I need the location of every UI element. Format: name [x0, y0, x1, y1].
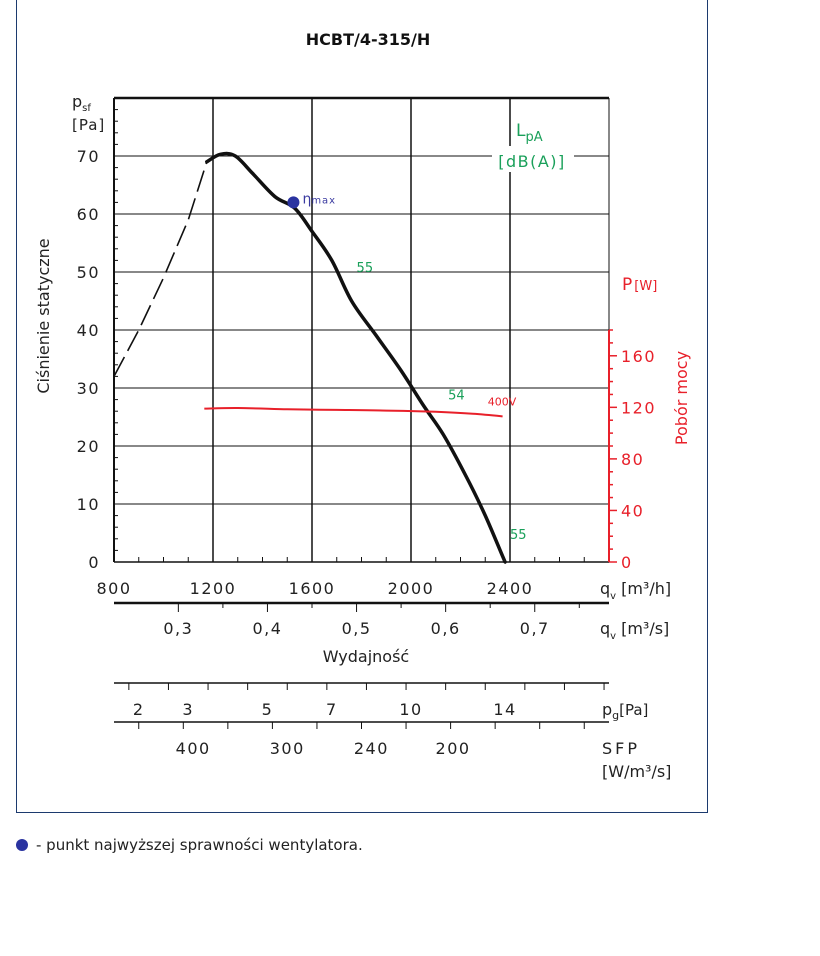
x-tick-label-m3h: 2000 [388, 579, 435, 598]
y-tick-label: 20 [77, 437, 100, 456]
pg-tick-label: 3 [182, 700, 194, 719]
pg-tick-label: 10 [399, 700, 422, 719]
lpa-sub: pA [525, 130, 542, 145]
eta-symbol: η [302, 191, 311, 207]
pg-main: p [602, 700, 612, 719]
eta-max-point [287, 196, 300, 209]
x-tick-label-m3s: 0,4 [252, 619, 282, 638]
y2-axis-ticks: 0 40 80 120 160 [608, 329, 656, 572]
x-sym-main-2: q [600, 619, 610, 638]
x-sym-main-1: q [600, 579, 610, 598]
y2-tick-label: 120 [621, 398, 656, 417]
x-tick-label-m3h: 2400 [487, 579, 534, 598]
lpa-unit-background [492, 146, 574, 172]
x-tick-label-m3h: 1200 [190, 579, 237, 598]
x-unit-m3h: [m³/h] [621, 579, 671, 598]
pg-tick-label: 5 [262, 700, 274, 719]
fan-performance-chart: HCBT/4-315/H 0 10 20 30 40 50 60 70 0 40 80 120 160… [34, 30, 691, 781]
curve-annotation: 55 [357, 261, 374, 276]
footnote-text: - punkt najwyższej sprawności wentylator… [36, 836, 363, 854]
lpa-unit: [dB(A)] [498, 152, 566, 171]
y2-tick-label: 160 [621, 347, 656, 366]
pg-symbol: pg[Pa] [602, 700, 648, 722]
lpa-symbol: LpA [516, 121, 543, 145]
eta-sub: max [311, 195, 336, 206]
sfp-tick-label: 240 [354, 739, 389, 758]
eta-max-label: ηmax [302, 191, 336, 207]
y2-symbol: P [W] [622, 275, 657, 295]
x-tick-label-m3h: 1600 [289, 579, 336, 598]
y-tick-label: 30 [77, 379, 100, 398]
sfp-unit: [W/m³/s] [602, 762, 671, 781]
sfp-tick-label: 400 [176, 739, 211, 758]
chart-title: HCBT/4-315/H [306, 30, 431, 49]
pg-tick-label: 7 [326, 700, 338, 719]
x-axis-ticks: 800 1200 1600 2000 2400 [96, 579, 534, 598]
x-tick-label-m3h: 800 [96, 579, 131, 598]
curves: ηmax [113, 151, 507, 564]
x-tick-label-m3s: 0,7 [520, 619, 550, 638]
auxiliary-scales: 0,3 0,4 0,5 0,6 0,7 2 3 5 7 10 14 400 300 240 200 [114, 601, 609, 758]
sfp-label: SFP [602, 739, 640, 758]
pg-tick-label: 14 [493, 700, 516, 719]
y2-axis-label: Pobór mocy [672, 351, 691, 445]
power-curve-400v [204, 406, 503, 418]
sfp-tick-label: 300 [270, 739, 305, 758]
y-tick-label: 70 [77, 147, 100, 166]
y-axis-symbol: psf [72, 92, 91, 114]
eta-max-point-icon [16, 839, 28, 851]
x-tick-label-m3s: 0,5 [342, 619, 372, 638]
x-sym-sub-2: v [610, 631, 616, 642]
y2-tick-label: 40 [621, 501, 644, 520]
y-tick-label: 40 [77, 321, 100, 340]
sfp-tick-label: 200 [436, 739, 471, 758]
lpa-main: L [516, 121, 526, 141]
x-sym-sub-1: v [610, 591, 616, 602]
y2-tick-label: 0 [621, 553, 633, 572]
y2-unit: [W] [634, 279, 657, 294]
y-symbol-sub: sf [82, 103, 91, 114]
y2-main: P [622, 275, 632, 295]
y-axis-unit: [Pa] [72, 116, 105, 134]
pressure-curve-dashed [113, 161, 208, 377]
grid [113, 96, 610, 563]
chart-frame [16, 0, 708, 813]
pg-sub: g [612, 709, 619, 722]
curve-annotation: 400V [488, 395, 517, 408]
y-tick-label: 10 [77, 495, 100, 514]
curve-annotation: 55 [510, 528, 527, 543]
x-symbol-m3s: qv [m³/s] [600, 619, 669, 642]
pg-unit: [Pa] [619, 701, 648, 719]
y-tick-label: 50 [77, 263, 100, 282]
y-symbol-main: p [72, 92, 82, 111]
annotations: 55 54 55 400V [357, 261, 527, 543]
pressure-curve [205, 151, 507, 564]
x-axis-label: Wydajność [323, 647, 409, 666]
footnote: - punkt najwyższej sprawności wentylator… [16, 836, 363, 854]
x-tick-label-m3s: 0,3 [163, 619, 193, 638]
curve-annotation: 54 [448, 389, 465, 404]
y-tick-label: 60 [77, 205, 100, 224]
x-symbol-m3h: qv [m³/h] [600, 579, 671, 602]
y2-tick-label: 80 [621, 450, 644, 469]
x-unit-m3s: [m³/s] [621, 619, 669, 638]
y-axis-label: Ciśnienie statyczne [34, 238, 53, 393]
pg-tick-label: 2 [133, 700, 145, 719]
x-tick-label-m3s: 0,6 [431, 619, 461, 638]
y-tick-label: 0 [88, 553, 100, 572]
y-axis-ticks: 0 10 20 30 40 50 60 70 [77, 147, 100, 572]
